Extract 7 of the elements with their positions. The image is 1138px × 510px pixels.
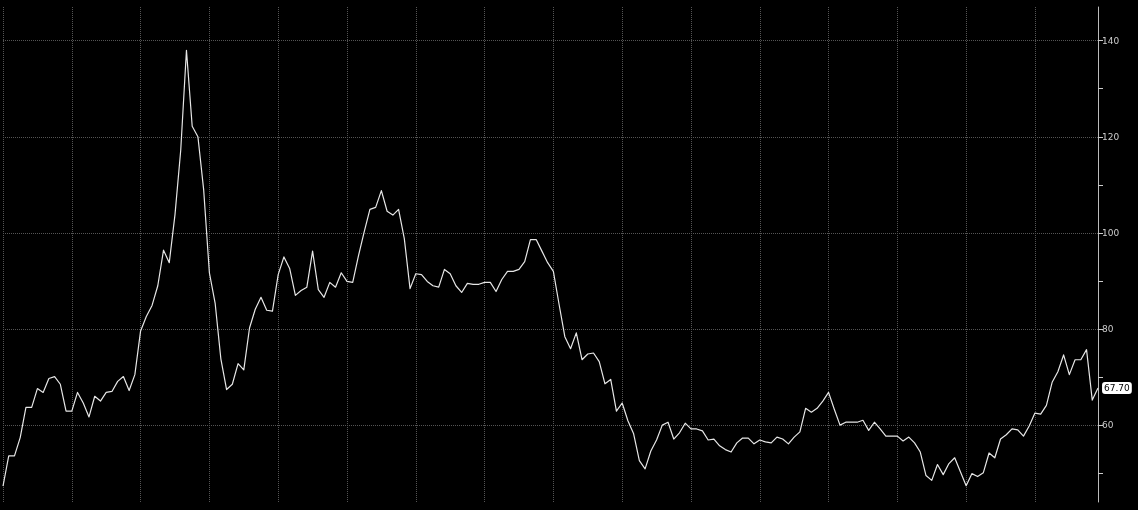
y-tick-label: 120 [1102, 131, 1120, 142]
y-tick-label: 80 [1102, 323, 1114, 334]
y-tick-label: 140 [1102, 35, 1120, 46]
y-tick-label: 60 [1102, 420, 1114, 431]
data-label: 67.70 [1104, 383, 1131, 394]
y-tick-label: 100 [1102, 227, 1120, 238]
line-series [2, 49, 1099, 487]
